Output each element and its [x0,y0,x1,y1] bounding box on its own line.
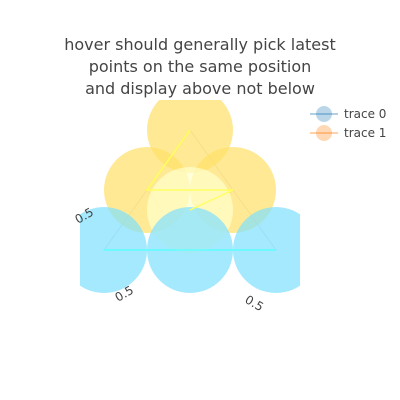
chart-title-line-1: hover should generally pick latest [64,35,336,54]
chart-title-line-3: and display above not below [85,79,315,98]
chart-title-line-2: points on the same position [89,57,312,76]
legend-item-trace-1[interactable]: trace 1 [310,125,386,141]
legend-label-trace-1: trace 1 [344,126,386,140]
legend: trace 0 trace 1 [310,106,386,141]
series-line-overlay-0 [145,129,234,211]
ternary-plot-area [80,100,300,293]
legend-item-trace-0[interactable]: trace 0 [310,106,386,122]
tick-label-bottom-right: 0.5 [243,292,267,314]
legend-marker-trace-0 [316,106,332,122]
legend-marker-trace-1 [316,125,332,141]
markers [80,100,300,293]
legend-label-trace-0: trace 0 [344,107,386,121]
